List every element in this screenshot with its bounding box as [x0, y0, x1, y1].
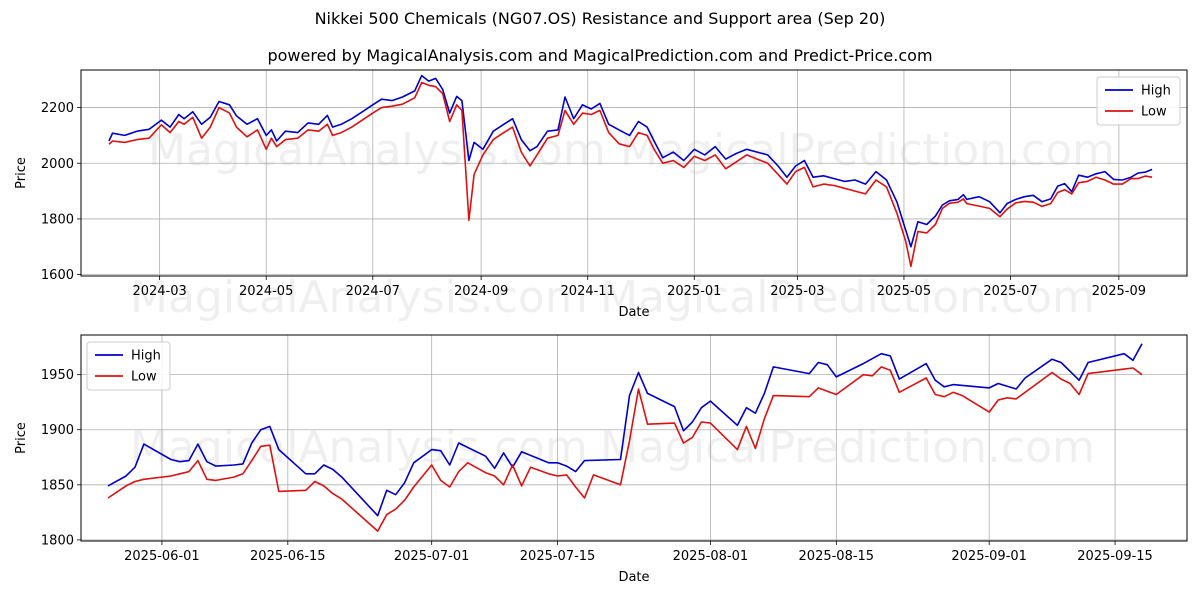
y-tick-label: 1800 [41, 212, 74, 227]
x-tick-label: 2025-08-01 [673, 549, 749, 564]
watermark-text: MagicalPrediction.com [600, 272, 1095, 323]
y-tick-label: 1900 [41, 423, 74, 438]
chart-title: Nikkei 500 Chemicals (NG07.OS) Resistanc… [314, 9, 886, 28]
series-line-high [107, 343, 1143, 517]
x-tick-label: 2025-05 [877, 284, 931, 299]
x-tick-label: 2025-07-15 [520, 549, 596, 564]
watermark-layer: MagicalAnalysis.com MagicalPrediction.co… [130, 125, 1115, 473]
x-tick-label: 2025-07-01 [394, 549, 470, 564]
series-line-high [108, 74, 1153, 248]
x-axis-label: Date [618, 570, 649, 585]
x-axis-label: Date [618, 305, 649, 320]
legend-label: High [131, 349, 161, 364]
y-tick-label: 1800 [41, 533, 74, 548]
watermark-text: MagicalPrediction.com [600, 422, 1095, 473]
x-tick-label: 2024-03 [132, 284, 186, 299]
watermark-text: MagicalPrediction.com [620, 125, 1115, 176]
series-line-low [107, 366, 1143, 532]
x-tick-label: 2024-09 [454, 284, 508, 299]
legend: High Low [1096, 76, 1181, 126]
legend-label: Low [1141, 105, 1167, 120]
y-axis-label: Price [14, 422, 29, 454]
watermark-text: MagicalAnalysis.com [130, 272, 588, 323]
y-tick-label: 2200 [41, 101, 74, 116]
y-axis-label: Price [14, 157, 29, 189]
x-tick-label: 2025-09-15 [1077, 549, 1153, 564]
x-tick-label: 2025-08-15 [799, 549, 875, 564]
legend-label: High [1141, 84, 1171, 99]
y-tick-label: 1950 [41, 368, 74, 383]
y-tick-label: 2000 [41, 157, 74, 172]
y-tick-label: 1850 [41, 478, 74, 493]
x-tick-label: 2025-06-01 [124, 549, 200, 564]
x-tick-label: 2025-06-15 [250, 549, 326, 564]
legend-label: Low [131, 370, 157, 385]
watermark-text: MagicalAnalysis.com [148, 125, 606, 176]
x-tick-label: 2024-11 [561, 284, 615, 299]
x-tick-label: 2024-07 [346, 284, 400, 299]
x-tick-label: 2025-09-01 [951, 549, 1027, 564]
upper-chart-panel: 2024-03 2024-05 2024-07 2024-09 2024-11 2025-… [14, 69, 1188, 320]
legend: High Low [86, 341, 171, 391]
x-tick-label: 2025-07 [983, 284, 1037, 299]
lower-chart-panel: 2025-06-01 2025-06-15 2025-07-01 2025-07-15… [14, 334, 1188, 585]
x-tick-label: 2025-09 [1092, 284, 1146, 299]
plot-frame [80, 69, 1188, 277]
legend-box [86, 341, 171, 391]
x-tick-label: 2025-01 [667, 284, 721, 299]
x-tick-label: 2024-05 [239, 284, 293, 299]
chart-subtitle: powered by MagicalAnalysis.com and Magic… [267, 46, 933, 65]
x-tick-label: 2025-03 [770, 284, 824, 299]
y-tick-label: 1600 [41, 268, 74, 283]
series-line-low [108, 81, 1153, 268]
plot-frame [80, 334, 1188, 542]
legend-box [1096, 76, 1181, 126]
